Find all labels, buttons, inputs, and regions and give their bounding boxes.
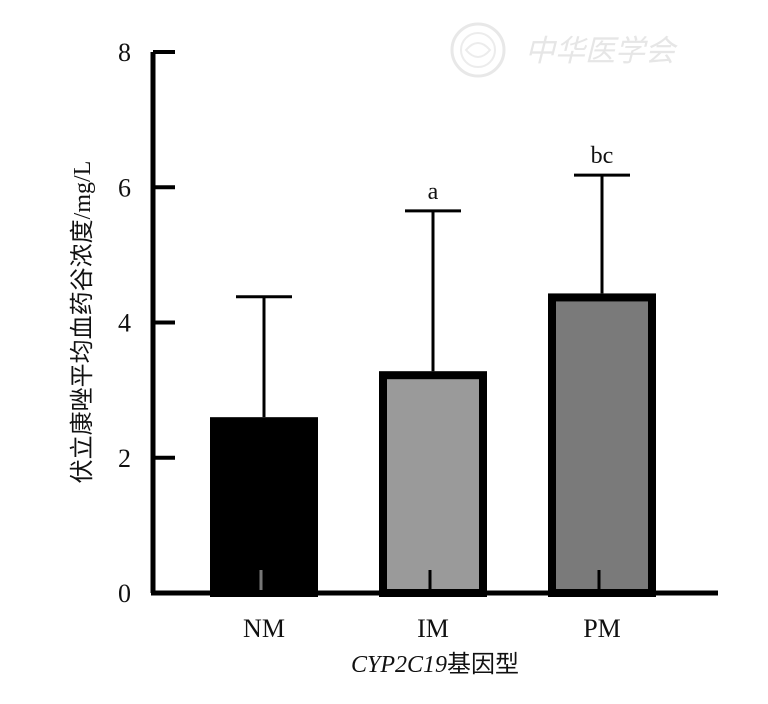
y-tick-label: 0: [118, 579, 131, 608]
x-axis-title-gene: CYP2C19: [351, 652, 447, 678]
y-axis-title: 伏立康唑平均血药谷浓度/mg/L: [69, 161, 96, 484]
y-tick-label: 4: [118, 309, 131, 338]
x-ticks: NM IM PM: [243, 614, 621, 643]
bar-im: [379, 371, 487, 597]
bar-nm: [210, 417, 318, 597]
y-tick-label: 2: [118, 444, 131, 473]
watermark: 中华医学会: [450, 22, 678, 78]
watermark-seal-icon: [450, 22, 506, 78]
x-tick-label-im: IM: [417, 614, 449, 643]
significance-label-pm: bc: [591, 143, 614, 169]
y-tick-label: 8: [118, 38, 131, 67]
x-axis-title: CYP2C19基因型: [351, 651, 519, 678]
bars: a bc: [210, 143, 656, 597]
bar-pm: [548, 293, 656, 597]
watermark-text: 中华医学会: [525, 34, 678, 69]
x-tick-label-nm: NM: [243, 614, 285, 643]
x-tick-label-pm: PM: [583, 614, 621, 643]
y-tick-label: 6: [118, 173, 131, 202]
x-axis-title-suffix: 基因型: [447, 651, 519, 678]
y-ticks: 0 2 4 6 8: [118, 38, 175, 608]
significance-label-im: a: [428, 179, 439, 205]
